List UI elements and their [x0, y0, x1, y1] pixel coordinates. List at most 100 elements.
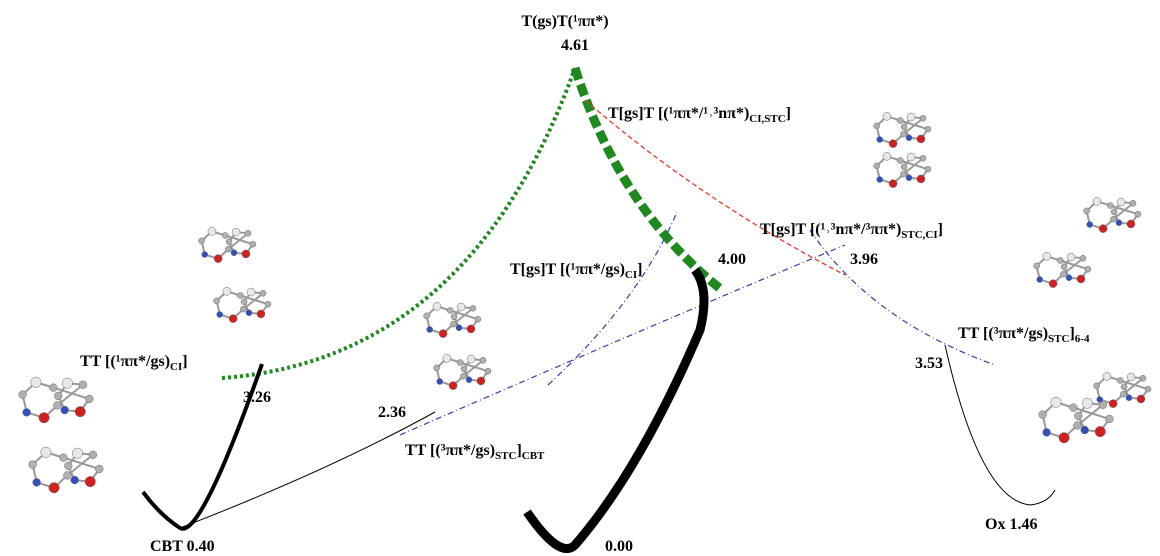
gs-well [527, 270, 704, 549]
atom [1117, 377, 1123, 383]
energy: CBT 0.40 [150, 538, 215, 555]
atom [1043, 252, 1051, 260]
state-label: T[gs]T [(¹ππ*/gs)CI] [510, 261, 642, 281]
label-part: CI [625, 269, 637, 281]
label-part: TT [(¹ππ*/gs) [80, 353, 170, 370]
atom [433, 302, 441, 310]
atom [1117, 198, 1125, 206]
atom [467, 325, 475, 333]
atom [72, 448, 82, 458]
energy: 4.00 [718, 251, 746, 268]
atom [1110, 216, 1116, 222]
atom [257, 310, 265, 318]
atom [1094, 383, 1100, 389]
atom [247, 288, 255, 296]
atom [1060, 271, 1066, 277]
atom [467, 355, 475, 363]
atom [907, 113, 915, 121]
atom [208, 227, 216, 235]
atom [59, 454, 67, 462]
atom [237, 292, 243, 298]
atom [1097, 397, 1103, 403]
energy: 3.96 [850, 251, 878, 268]
atom [874, 163, 880, 169]
atom [53, 401, 61, 409]
atom [1140, 375, 1146, 381]
blue-path [548, 212, 677, 385]
atom [1116, 220, 1122, 226]
atom [901, 164, 907, 170]
atom [457, 359, 463, 365]
atom [461, 366, 467, 372]
atom [906, 135, 912, 141]
atom [897, 157, 903, 163]
red-path [585, 100, 845, 275]
label-part: ] [786, 105, 791, 122]
diagram: T(gs)T(¹ππ*) 4.61 4.00 3.96 3.26 2.36 3.… [0, 0, 1160, 556]
atom [1073, 421, 1081, 429]
atom [449, 382, 457, 390]
label-part: ] [637, 261, 642, 278]
atom [443, 354, 451, 362]
atom [889, 140, 897, 148]
atom [231, 250, 237, 256]
atom [906, 175, 912, 181]
label-part: ] [938, 221, 943, 238]
atom [29, 461, 37, 469]
s1-descent [575, 68, 722, 290]
atom [217, 312, 223, 318]
label-part: TT [(³ππ*/gs) [958, 325, 1048, 342]
atom [240, 306, 246, 312]
atom [241, 299, 247, 305]
atom [1037, 277, 1043, 283]
atom [889, 180, 897, 188]
label-part: STC,CI [901, 229, 937, 241]
atom [1111, 209, 1117, 215]
atom [1130, 200, 1136, 206]
atom [49, 384, 57, 392]
atom [1043, 428, 1051, 436]
atom [62, 378, 72, 388]
atom [485, 368, 491, 374]
atom [246, 310, 252, 316]
atom [1107, 202, 1113, 208]
state-label: T[gs]T [(¹˒³nπ*/³ππ*)STC,CI] [760, 221, 943, 241]
atom [202, 252, 208, 258]
atom [877, 177, 883, 183]
atom [883, 112, 891, 120]
atom [424, 313, 430, 319]
atom [61, 406, 69, 414]
atom [1137, 395, 1145, 403]
atom [1049, 280, 1057, 288]
atom [456, 325, 462, 331]
atom [883, 152, 891, 160]
molecules [19, 112, 1151, 493]
blue-path [810, 230, 995, 365]
atom [225, 246, 231, 252]
atom [85, 395, 93, 403]
atom [1051, 397, 1061, 407]
energy: 2.36 [378, 404, 406, 421]
atom [1087, 222, 1093, 228]
label-part: ] [182, 353, 187, 370]
atom [1066, 275, 1072, 281]
atom [920, 115, 926, 121]
atom [457, 303, 465, 311]
cbt-thin [180, 412, 435, 528]
label-part: T[gs]T [(¹ππ*/¹˒³nπ*) [608, 105, 749, 122]
atom [229, 315, 237, 323]
atom [1127, 220, 1135, 228]
atom [232, 228, 240, 236]
atom [900, 171, 906, 177]
atom [250, 241, 256, 247]
atom [79, 381, 87, 389]
atom [1127, 373, 1135, 381]
label-part: T[gs]T [(¹ππ*/gs) [510, 261, 625, 278]
atom [75, 406, 85, 416]
label-part: STC [495, 450, 516, 462]
atom [23, 408, 31, 416]
energy: 3.53 [915, 355, 943, 372]
atom [460, 373, 466, 379]
atom [1099, 225, 1107, 233]
atom [874, 123, 880, 129]
